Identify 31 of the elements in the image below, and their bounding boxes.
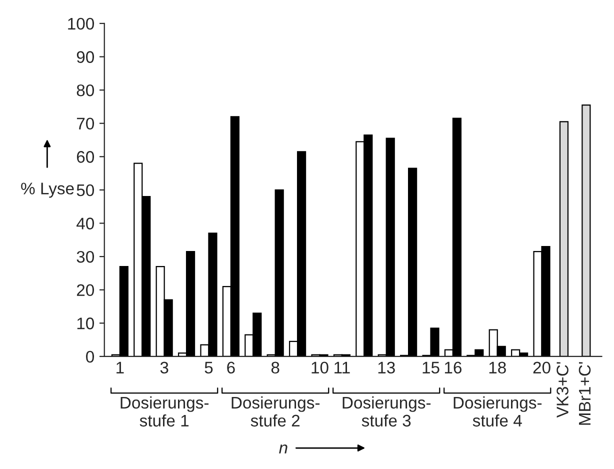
x-tick-label: 1 — [116, 362, 124, 374]
x-tick-label: 11 — [334, 362, 350, 374]
y-tick-label: 30 — [76, 250, 94, 263]
y-tick-label: 0 — [86, 350, 94, 363]
x-tick-label: 13 — [378, 362, 395, 374]
y-tick-label: 60 — [76, 151, 94, 163]
x-tick-label: VK3+C' — [556, 362, 568, 418]
y-tick-label: 10 — [77, 318, 94, 330]
text: Dosierungs- stufe 4 — [454, 396, 542, 427]
x-tick-label: 18 — [489, 362, 506, 374]
x-tick-label: 6 — [227, 362, 235, 374]
x-tick-label: 15 — [422, 362, 440, 374]
x-tick-label: 5 — [204, 362, 213, 374]
x-tick-label: MBr1+C' — [578, 362, 591, 425]
y-tick-label: 40 — [76, 218, 94, 230]
y-tick-label: 50 — [76, 184, 94, 196]
x-tick-label: 8 — [271, 362, 280, 374]
y-tick-label: 90 — [76, 51, 94, 63]
x-tick-label: 16 — [444, 362, 462, 374]
x-tick-label: 3 — [160, 362, 168, 374]
y-tick-label: 20 — [76, 284, 94, 296]
x-tick-label: 10 — [312, 362, 328, 374]
y-tick-label: 70 — [76, 118, 94, 130]
y-tick-label: 80 — [76, 84, 94, 96]
y-axis-title: % Lyse — [21, 182, 74, 198]
x-axis-title: n — [279, 444, 288, 454]
text: Dosierungs- stufe 3 — [342, 396, 431, 427]
text: Dosierungs- stufe 2 — [232, 396, 320, 427]
text: Dosierungs- stufe 1 — [120, 396, 209, 427]
x-tick-label: 20 — [533, 362, 550, 374]
y-tick-label: 100 — [68, 18, 94, 30]
